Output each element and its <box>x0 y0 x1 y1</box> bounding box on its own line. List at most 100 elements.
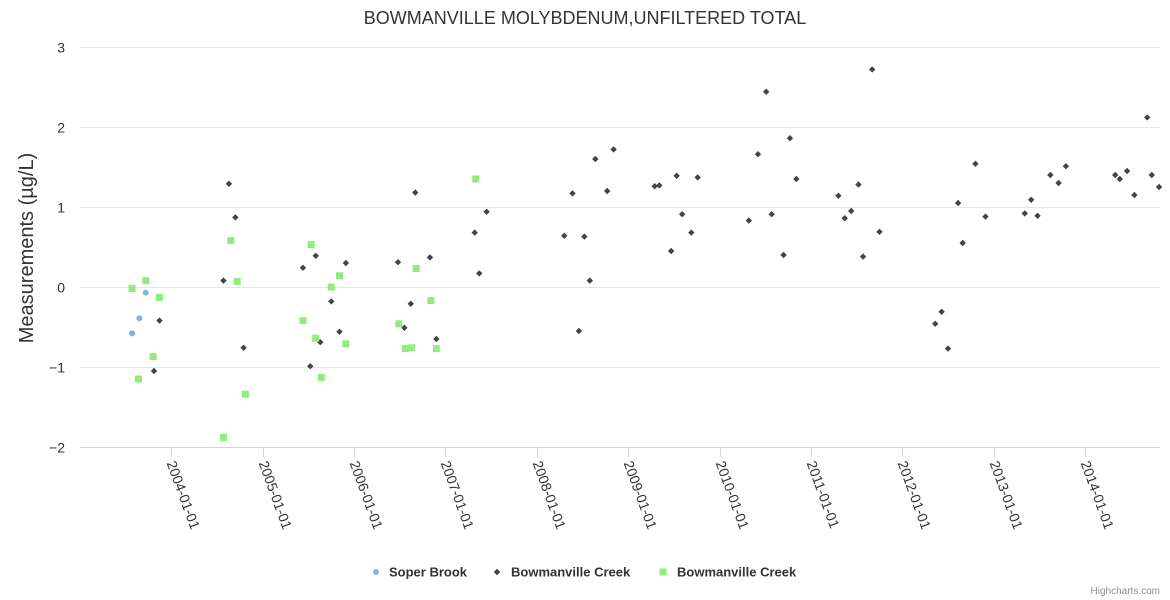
legend-item[interactable]: Bowmanville Creek <box>493 565 631 580</box>
data-point[interactable] <box>335 272 343 280</box>
data-point[interactable] <box>561 232 568 239</box>
data-point[interactable] <box>754 151 762 158</box>
data-point[interactable] <box>793 175 800 183</box>
data-point[interactable] <box>336 328 343 335</box>
data-point[interactable] <box>407 300 414 307</box>
data-point[interactable] <box>432 345 440 353</box>
data-point[interactable] <box>476 270 483 277</box>
data-point[interactable] <box>220 277 227 284</box>
data-point[interactable] <box>859 253 867 260</box>
credits-link[interactable]: Highcharts.com <box>1091 586 1160 597</box>
data-point[interactable] <box>586 277 594 284</box>
data-point[interactable] <box>342 340 350 348</box>
data-point[interactable] <box>136 315 143 322</box>
data-point[interactable] <box>581 233 588 240</box>
data-point[interactable] <box>129 330 136 337</box>
data-point[interactable] <box>1112 171 1119 179</box>
data-point[interactable] <box>241 390 249 398</box>
data-point[interactable] <box>307 241 315 249</box>
data-point[interactable] <box>835 192 842 199</box>
data-point[interactable] <box>673 172 680 179</box>
data-point[interactable] <box>780 251 787 259</box>
data-point[interactable] <box>944 345 952 352</box>
legend-symbol[interactable] <box>493 568 501 576</box>
legend-item[interactable]: Bowmanville Creek <box>659 565 797 580</box>
data-point[interactable] <box>394 259 402 266</box>
data-point[interactable] <box>408 344 416 352</box>
data-point[interactable] <box>982 213 989 220</box>
data-point[interactable] <box>932 320 939 327</box>
data-point[interactable] <box>299 317 307 325</box>
data-point[interactable] <box>1155 183 1163 191</box>
data-point[interactable] <box>401 345 409 353</box>
data-point[interactable] <box>219 433 227 441</box>
data-point[interactable] <box>134 375 142 383</box>
data-point[interactable] <box>1047 171 1054 179</box>
data-point[interactable] <box>227 237 235 245</box>
data-point[interactable] <box>1062 163 1070 170</box>
data-point[interactable] <box>395 320 403 328</box>
data-point[interactable] <box>876 228 883 235</box>
legend-symbol[interactable] <box>373 569 379 575</box>
data-point[interactable] <box>694 174 701 181</box>
data-point[interactable] <box>1116 175 1123 183</box>
data-point[interactable] <box>412 189 419 196</box>
data-point[interactable] <box>786 135 794 142</box>
data-point[interactable] <box>299 264 307 271</box>
data-point[interactable] <box>1131 191 1138 199</box>
legend-label[interactable]: Bowmanville Creek <box>677 565 797 580</box>
legend-item[interactable]: Soper Brook <box>373 565 468 580</box>
data-point[interactable] <box>959 239 966 247</box>
data-point[interactable] <box>1055 179 1062 187</box>
data-point[interactable] <box>1034 212 1041 219</box>
data-point[interactable] <box>604 187 611 195</box>
data-point[interactable] <box>569 190 576 197</box>
legend-label[interactable]: Soper Brook <box>389 565 468 580</box>
data-point[interactable] <box>592 155 599 163</box>
data-point[interactable] <box>150 367 158 375</box>
data-point[interactable] <box>1144 114 1151 121</box>
data-point[interactable] <box>225 180 233 187</box>
data-point[interactable] <box>472 175 480 183</box>
data-point[interactable] <box>1123 167 1131 175</box>
data-point[interactable] <box>232 214 239 221</box>
data-point[interactable] <box>768 211 775 218</box>
data-point[interactable] <box>1021 210 1028 217</box>
data-point[interactable] <box>847 207 855 215</box>
data-point[interactable] <box>938 308 945 315</box>
data-point[interactable] <box>240 344 247 351</box>
data-point[interactable] <box>688 229 695 236</box>
data-point[interactable] <box>1027 196 1035 203</box>
data-point[interactable] <box>307 363 314 370</box>
legend-label[interactable]: Bowmanville Creek <box>511 565 631 580</box>
data-point[interactable] <box>317 373 325 381</box>
data-point[interactable] <box>972 160 979 167</box>
data-point[interactable] <box>328 298 335 305</box>
data-point[interactable] <box>667 247 675 255</box>
data-point[interactable] <box>312 334 320 342</box>
data-point[interactable] <box>651 183 658 190</box>
data-point[interactable] <box>155 293 163 301</box>
data-point[interactable] <box>433 335 440 343</box>
data-point[interactable] <box>401 324 408 331</box>
data-point[interactable] <box>954 199 962 207</box>
data-point[interactable] <box>142 289 149 296</box>
data-point[interactable] <box>678 211 686 218</box>
data-point[interactable] <box>471 229 478 236</box>
data-point[interactable] <box>841 215 848 222</box>
data-point[interactable] <box>342 259 350 267</box>
data-point[interactable] <box>868 66 876 73</box>
data-point[interactable] <box>412 265 420 273</box>
data-point[interactable] <box>610 146 617 153</box>
legend-symbol[interactable] <box>659 568 667 576</box>
data-point[interactable] <box>483 208 490 215</box>
data-point[interactable] <box>156 317 163 324</box>
data-point[interactable] <box>762 88 770 95</box>
data-point[interactable] <box>745 217 753 224</box>
data-point[interactable] <box>426 254 434 261</box>
data-point[interactable] <box>312 252 319 259</box>
data-point[interactable] <box>128 285 136 293</box>
data-point[interactable] <box>1148 171 1155 179</box>
data-point[interactable] <box>327 283 335 291</box>
data-point[interactable] <box>575 327 583 335</box>
